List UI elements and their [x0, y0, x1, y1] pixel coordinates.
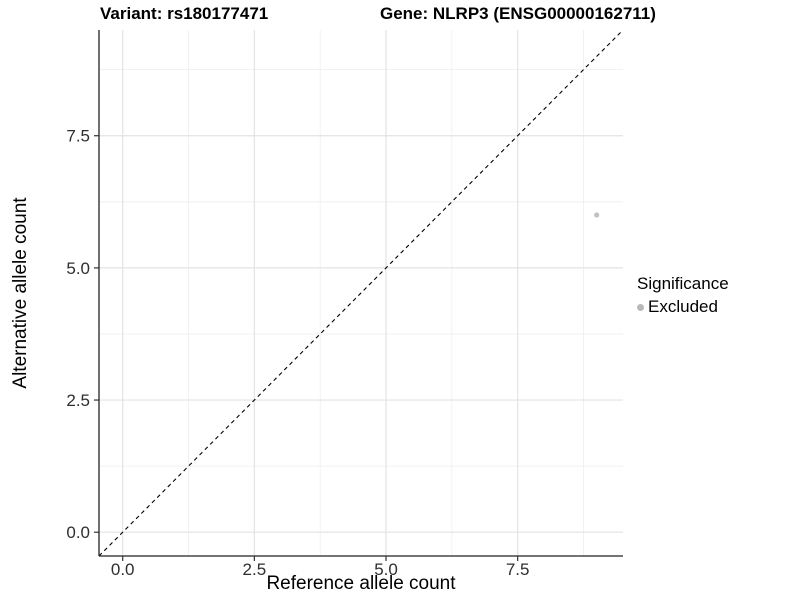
x-tick-label: 0.0: [111, 560, 135, 579]
x-axis-title: Reference allele count: [266, 573, 456, 594]
variant-title: Variant: rs180177471: [100, 4, 269, 23]
identity-dashed-line: [98, 29, 624, 557]
legend: Significance Excluded: [637, 274, 729, 316]
y-tick-label: 7.5: [66, 127, 90, 146]
legend-point-icon: [637, 303, 644, 311]
x-tick-label: 2.5: [243, 560, 267, 579]
y-tick-label: 2.5: [66, 391, 90, 410]
legend-title: Significance: [637, 274, 729, 293]
x-tick-label: 7.5: [506, 560, 530, 579]
legend-item-label: Excluded: [648, 297, 718, 316]
legend-item-excluded: Excluded: [637, 298, 729, 316]
y-tick-label: 5.0: [66, 259, 90, 278]
gene-title: Gene: NLRP3 (ENSG00000162711): [380, 4, 656, 23]
x-tick-label: 5.0: [374, 560, 398, 579]
y-tick-label: 0.0: [66, 523, 90, 542]
y-axis-title: Alternative allele count: [10, 197, 31, 389]
data-point: [594, 212, 600, 218]
